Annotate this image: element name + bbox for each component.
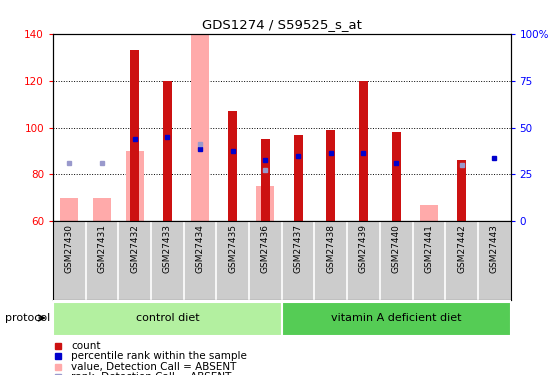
Text: GSM27433: GSM27433 [163,224,172,273]
Bar [60,198,78,221]
Bar [126,151,144,221]
Text: GSM27432: GSM27432 [130,224,139,273]
Bar [163,81,172,221]
Text: GSM27434: GSM27434 [196,224,205,273]
Text: GSM27436: GSM27436 [261,224,270,273]
Bar [392,132,401,221]
Bar [294,135,302,221]
Bar [130,50,140,221]
Text: GSM27440: GSM27440 [392,224,401,273]
Text: GSM27441: GSM27441 [425,224,434,273]
Bar [191,34,209,221]
Text: GSM27438: GSM27438 [326,224,335,273]
Bar [53,302,282,336]
Text: GSM27439: GSM27439 [359,224,368,273]
Bar [420,205,438,221]
Text: count: count [71,341,101,351]
Title: GDS1274 / S59525_s_at: GDS1274 / S59525_s_at [202,18,362,31]
Text: protocol: protocol [5,313,50,323]
Bar [93,198,111,221]
Bar [326,130,335,221]
Text: percentile rank within the sample: percentile rank within the sample [71,351,247,361]
Text: vitamin A deficient diet: vitamin A deficient diet [331,313,461,323]
Bar [359,81,368,221]
Text: GSM27435: GSM27435 [228,224,237,273]
Text: GSM27437: GSM27437 [294,224,302,273]
Bar [261,139,270,221]
Bar [457,160,466,221]
Bar [228,111,237,221]
Text: control diet: control diet [136,313,199,323]
Bar [257,186,275,221]
Text: GSM27443: GSM27443 [490,224,499,273]
Text: GSM27431: GSM27431 [98,224,107,273]
Text: GSM27442: GSM27442 [457,224,466,273]
Bar [282,302,511,336]
Text: GSM27430: GSM27430 [65,224,74,273]
Text: rank, Detection Call = ABSENT: rank, Detection Call = ABSENT [71,372,232,375]
Text: value, Detection Call = ABSENT: value, Detection Call = ABSENT [71,362,237,372]
